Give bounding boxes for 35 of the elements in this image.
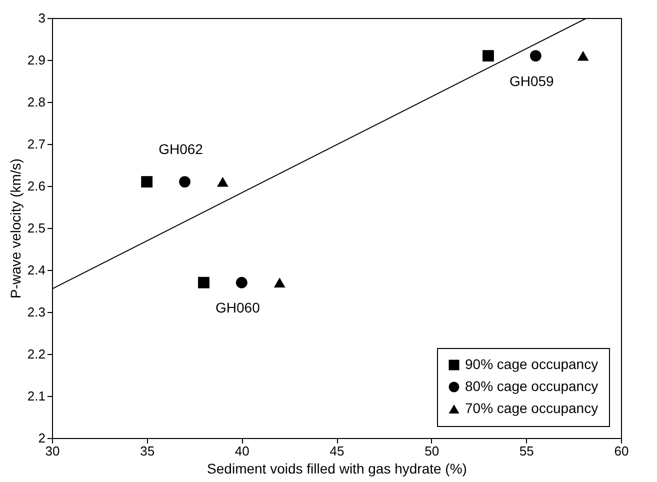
y-tick-label: 3 — [38, 10, 46, 26]
x-tick-label: 55 — [519, 444, 534, 458]
legend-label: 80% cage occupancy — [465, 378, 598, 394]
point — [217, 176, 228, 187]
point — [236, 276, 248, 288]
point — [179, 176, 190, 188]
y-tick-label: 2.1 — [27, 388, 46, 404]
y-tick-label: 2.2 — [27, 346, 46, 362]
x-tick-label: 45 — [330, 444, 344, 458]
y-tick-label: 2.5 — [27, 220, 46, 236]
y-tick-label: 2.4 — [27, 262, 46, 278]
x-tick-label: 40 — [234, 444, 250, 458]
y-tick-label: 2 — [38, 430, 46, 446]
y-tick-label: 2.3 — [27, 304, 46, 320]
y-tick-label: 2.6 — [27, 178, 46, 194]
legend-label: 90% cage occupancy — [465, 356, 598, 372]
x-tick-label: 30 — [45, 444, 60, 458]
x-tick-label: 35 — [140, 444, 155, 458]
annotation: GH062 — [158, 140, 204, 157]
annotation: GH059 — [509, 72, 554, 89]
y-tick-label: 2.9 — [27, 52, 46, 68]
point — [198, 276, 210, 288]
x-tick-label: 50 — [424, 444, 440, 458]
y-tick-label: 2.7 — [27, 136, 46, 152]
annotation: GH060 — [215, 300, 260, 316]
x-tick-label: 60 — [614, 444, 629, 458]
point — [577, 50, 589, 61]
y-tick-label: 2.8 — [27, 94, 46, 110]
point — [141, 176, 153, 188]
point — [482, 50, 494, 62]
y-axis-title: P-wave velocity (km/s) — [7, 158, 24, 299]
point — [274, 278, 286, 288]
x-axis-title: Sediment voids filled with gas hydrate (%) — [207, 460, 467, 476]
legend-label: 70% cage occupancy — [465, 400, 598, 416]
point — [530, 50, 542, 62]
